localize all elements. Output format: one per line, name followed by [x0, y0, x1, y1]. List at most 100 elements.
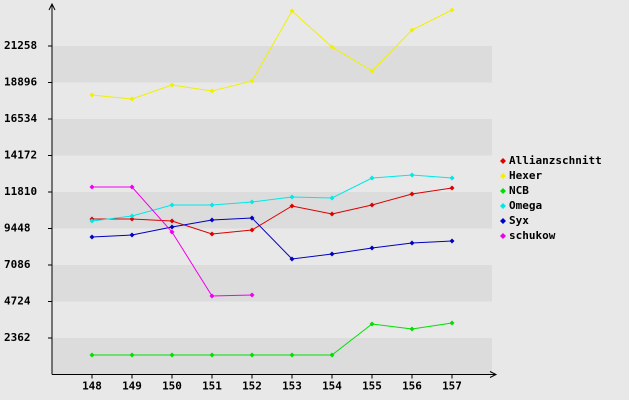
- series-line: [91, 174, 453, 222]
- x-axis-arrow: [489, 371, 498, 378]
- point: [249, 199, 255, 205]
- point: [449, 185, 455, 191]
- point: [169, 82, 175, 88]
- point: [289, 256, 295, 262]
- legend-marker: [500, 218, 506, 224]
- point: [89, 352, 95, 358]
- point: [129, 352, 135, 358]
- x-tick-label: 149: [122, 380, 142, 393]
- grid-band: [52, 119, 492, 156]
- grid-band: [52, 82, 492, 119]
- legend-label: Syx: [509, 214, 529, 227]
- legend-label: schukow: [509, 229, 556, 242]
- point: [329, 251, 335, 257]
- point: [289, 203, 295, 209]
- x-tick-label: 152: [242, 380, 262, 393]
- point: [249, 292, 255, 298]
- point: [169, 218, 175, 224]
- x-tick-label: 150: [162, 380, 182, 393]
- y-axis-arrow: [48, 2, 56, 11]
- grid-band: [52, 228, 492, 265]
- x-tick-label: 155: [362, 380, 382, 393]
- legend-marker: [500, 233, 506, 239]
- point: [209, 293, 215, 299]
- point: [289, 194, 295, 200]
- point: [289, 352, 295, 358]
- y-tick-label: 7086: [4, 258, 31, 271]
- point: [169, 352, 175, 358]
- point: [289, 8, 295, 14]
- y-tick-label: 9448: [4, 222, 31, 235]
- y-tick-label: 11810: [4, 185, 37, 198]
- x-tick-label: 151: [202, 380, 222, 393]
- point: [209, 217, 215, 223]
- point: [89, 184, 95, 190]
- point: [409, 326, 415, 332]
- point: [369, 245, 375, 251]
- point: [249, 352, 255, 358]
- point: [249, 78, 255, 84]
- point: [449, 320, 455, 326]
- point: [409, 191, 415, 197]
- point: [209, 231, 215, 237]
- point: [209, 352, 215, 358]
- legend-marker: [500, 203, 506, 209]
- point: [169, 229, 175, 235]
- point: [329, 195, 335, 201]
- point: [449, 7, 455, 13]
- series-line: [91, 9, 453, 100]
- point: [169, 202, 175, 208]
- point: [329, 211, 335, 217]
- grid-band: [52, 46, 492, 83]
- point: [209, 88, 215, 94]
- series-line: [92, 322, 453, 356]
- y-tick-label: 21258: [4, 39, 37, 52]
- grid-band: [52, 9, 492, 46]
- point: [129, 216, 135, 222]
- y-tick-label: 18896: [4, 76, 37, 89]
- point: [329, 44, 335, 50]
- point: [329, 352, 335, 358]
- x-tick-label: 154: [322, 380, 342, 393]
- point: [209, 202, 215, 208]
- point: [409, 240, 415, 246]
- legend-label: Hexer: [509, 169, 542, 182]
- point: [369, 321, 375, 327]
- point: [89, 92, 95, 98]
- point: [249, 227, 255, 233]
- x-tick-label: 148: [82, 380, 102, 393]
- point: [89, 218, 95, 224]
- grid-band: [52, 155, 492, 192]
- point: [129, 213, 135, 219]
- legend-marker: [500, 188, 506, 194]
- series-line: [91, 217, 453, 260]
- point: [129, 232, 135, 238]
- y-tick-label: 16534: [4, 112, 37, 125]
- legend-marker: [500, 158, 506, 164]
- legend-label: Omega: [509, 199, 542, 212]
- grid-band: [52, 301, 492, 338]
- grid-band: [52, 192, 492, 229]
- point: [89, 234, 95, 240]
- y-tick-label: 14172: [4, 149, 37, 162]
- series-line: [92, 187, 453, 235]
- y-tick-label: 2362: [4, 331, 31, 344]
- point: [369, 175, 375, 181]
- x-tick-label: 157: [442, 380, 462, 393]
- point: [449, 175, 455, 181]
- point: [409, 172, 415, 178]
- y-tick-label: 4724: [4, 295, 31, 308]
- point: [129, 96, 135, 102]
- grid-band: [52, 265, 492, 302]
- point: [169, 224, 175, 230]
- point: [369, 202, 375, 208]
- grid-band: [52, 338, 492, 375]
- x-tick-label: 156: [402, 380, 422, 393]
- point: [249, 215, 255, 221]
- point: [449, 238, 455, 244]
- point: [129, 184, 135, 190]
- legend-label: NCB: [509, 184, 529, 197]
- point: [409, 27, 415, 33]
- legend-label: Allianzschnitt: [509, 154, 602, 167]
